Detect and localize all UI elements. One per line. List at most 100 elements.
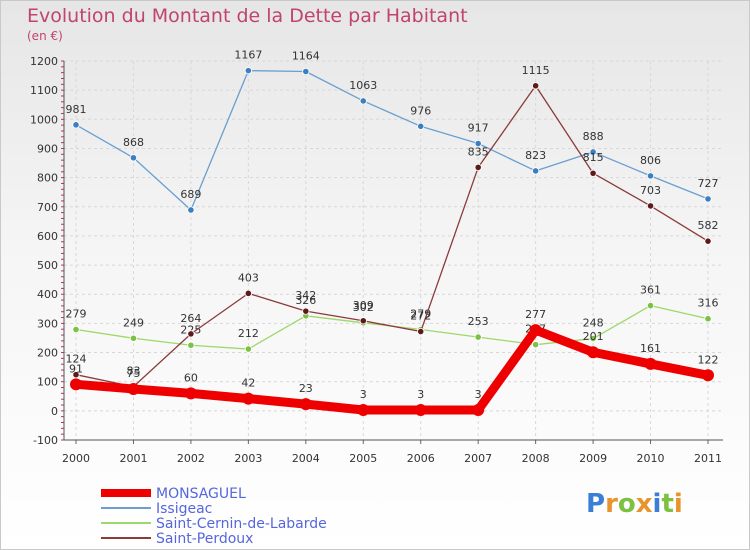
- series-line-issigeac: [75, 69, 709, 211]
- data-point: [529, 324, 542, 337]
- data-point: [646, 172, 655, 180]
- plot-area: [64, 61, 723, 440]
- data-label: 1063: [349, 79, 377, 92]
- data-label: 342: [295, 289, 316, 302]
- legend-label: Saint-Perdoux: [156, 531, 253, 547]
- x-tick-label: 2009: [579, 452, 607, 465]
- data-label: 3: [360, 388, 367, 401]
- y-tick-label: -100: [33, 434, 58, 447]
- data-label: 309: [353, 299, 374, 312]
- data-label: 248: [583, 317, 604, 330]
- data-point: [474, 333, 482, 341]
- data-label: 868: [123, 136, 144, 149]
- data-point: [357, 403, 370, 416]
- data-label: 815: [583, 151, 604, 164]
- data-point: [472, 403, 485, 416]
- data-label: 403: [238, 271, 259, 284]
- data-label: 302: [353, 301, 374, 314]
- data-label: 1167: [234, 49, 262, 62]
- data-label: 917: [468, 122, 489, 135]
- data-point: [129, 334, 138, 342]
- data-point: [244, 345, 252, 353]
- chart-subtitle: (en €): [27, 29, 63, 43]
- data-label: 823: [525, 149, 546, 162]
- logo-letter: r: [605, 489, 618, 519]
- data-point: [187, 206, 195, 214]
- data-label: 253: [468, 315, 489, 328]
- series-line-monsaguel: [71, 325, 713, 415]
- logo-letter: i: [673, 489, 683, 519]
- data-point: [242, 392, 255, 405]
- x-tick-label: 2007: [464, 452, 492, 465]
- x-tick-label: 2001: [119, 452, 147, 465]
- legend-label: Issigeac: [156, 501, 212, 517]
- data-label: 703: [640, 184, 661, 197]
- data-point: [184, 387, 197, 400]
- x-tick-label: 2006: [407, 452, 435, 465]
- data-label: 3: [475, 388, 482, 401]
- data-point: [474, 163, 482, 172]
- data-label: 75: [126, 367, 140, 380]
- data-point: [187, 330, 195, 338]
- data-point: [302, 307, 310, 315]
- logo-letter: P: [586, 489, 606, 519]
- data-point: [532, 341, 540, 349]
- data-label: 277: [525, 308, 546, 321]
- y-tick-label: 1100: [30, 84, 58, 97]
- data-label: 361: [640, 284, 661, 297]
- data-label: 225: [180, 323, 201, 336]
- data-point: [702, 369, 714, 382]
- data-point: [72, 121, 80, 129]
- data-label: 264: [180, 312, 201, 325]
- logo-letter: x: [635, 489, 653, 519]
- data-label: 1164: [292, 49, 320, 62]
- data-point: [646, 302, 655, 310]
- x-tick-label: 2008: [522, 452, 550, 465]
- data-point: [589, 334, 597, 343]
- data-point: [474, 139, 482, 148]
- legend-label: Saint-Cernin-de-Labarde: [156, 516, 327, 532]
- data-label: 835: [468, 145, 489, 158]
- data-point: [646, 202, 655, 210]
- data-label: 60: [184, 371, 198, 384]
- data-point: [589, 169, 597, 177]
- x-tick-label: 2002: [177, 452, 205, 465]
- series-line-saint-perdoux: [75, 85, 709, 388]
- y-tick-label: 100: [37, 376, 58, 389]
- data-point: [587, 346, 600, 359]
- data-point: [532, 167, 540, 175]
- data-point: [704, 315, 712, 323]
- x-tick-label: 2005: [349, 452, 377, 465]
- data-point: [644, 357, 657, 370]
- data-point: [70, 378, 82, 391]
- data-label: 326: [295, 294, 316, 307]
- data-point: [187, 341, 195, 349]
- data-label: 23: [299, 382, 313, 395]
- series-line-saint-cernin-de-labarde: [75, 304, 709, 350]
- data-label: 279: [66, 308, 87, 321]
- data-label: 316: [698, 297, 719, 310]
- y-tick-label: 400: [37, 288, 58, 301]
- data-point: [129, 154, 138, 162]
- x-tick-label: 2004: [292, 452, 320, 465]
- data-label: 689: [180, 188, 201, 201]
- y-tick-label: 200: [37, 347, 58, 360]
- data-point: [72, 325, 80, 334]
- data-point: [417, 327, 425, 336]
- data-point: [359, 317, 367, 325]
- data-label: 981: [66, 103, 87, 116]
- y-tick-label: 700: [37, 201, 58, 214]
- data-label: 582: [698, 219, 719, 232]
- data-label: 888: [583, 130, 604, 143]
- y-tick-label: 900: [37, 142, 58, 155]
- data-label: 201: [583, 330, 604, 343]
- data-point: [359, 97, 367, 105]
- y-tick-label: 300: [37, 317, 58, 330]
- chart-title: Evolution du Montant de la Dette par Hab…: [27, 5, 468, 27]
- data-label: 42: [241, 377, 255, 390]
- data-label: 806: [640, 154, 661, 167]
- logo-letter: i: [652, 489, 662, 519]
- data-label: 91: [69, 362, 83, 375]
- logo-letter: t: [661, 489, 674, 519]
